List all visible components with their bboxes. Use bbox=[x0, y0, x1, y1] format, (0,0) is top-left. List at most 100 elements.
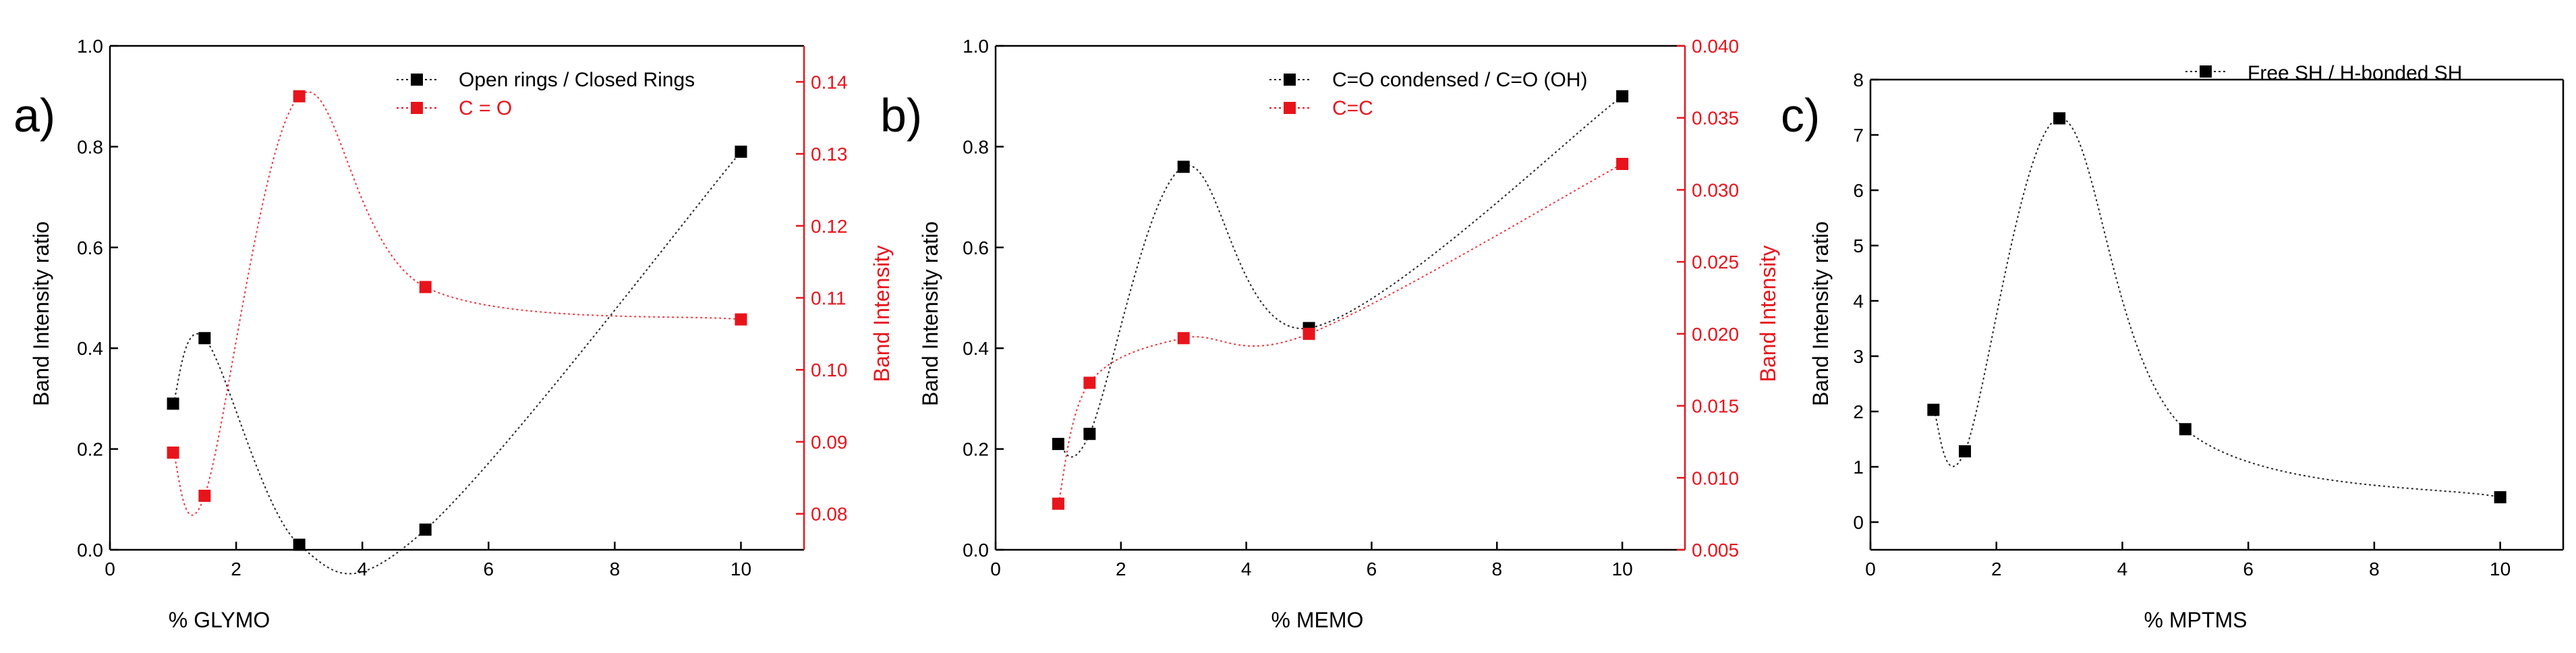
x-tick-label: 10 bbox=[2490, 559, 2511, 579]
y-tick-label: 4 bbox=[1853, 291, 1864, 312]
legend-label: Open rings / Closed Rings bbox=[459, 69, 695, 91]
y-tick-label: 1.0 bbox=[963, 36, 989, 57]
data-point bbox=[198, 489, 211, 502]
data-point bbox=[1616, 90, 1629, 103]
y2-tick-label: 0.08 bbox=[811, 504, 848, 525]
trend-line bbox=[172, 151, 742, 575]
y-tick-label: 0 bbox=[1853, 512, 1864, 533]
y2-tick-label: 0.14 bbox=[811, 72, 848, 92]
y2-tick-label: 0.040 bbox=[1692, 36, 1739, 57]
legend-marker bbox=[1284, 74, 1296, 86]
panel-b: b) % MEMO Band Intensity ratio Band Inte… bbox=[880, 36, 1780, 632]
y2-tick-label: 0.015 bbox=[1692, 396, 1739, 417]
data-point bbox=[419, 523, 432, 536]
data-point bbox=[1083, 376, 1096, 389]
y2-tick-label: 0.09 bbox=[811, 432, 848, 453]
legend-marker bbox=[1284, 102, 1296, 114]
x-tick-label: 0 bbox=[990, 559, 1001, 579]
data-point bbox=[167, 446, 179, 459]
x-tick-label: 2 bbox=[231, 559, 241, 579]
x-tick-label: 0 bbox=[1865, 559, 1876, 579]
y-tick-label: 6 bbox=[1853, 180, 1864, 201]
y-tick-label: 3 bbox=[1853, 346, 1864, 367]
legend-label: C=C bbox=[1332, 97, 1373, 119]
x-tick-label: 4 bbox=[357, 559, 368, 579]
x-tick-label: 10 bbox=[731, 559, 751, 579]
data-point bbox=[1052, 438, 1064, 451]
x-tick-label: 6 bbox=[1367, 559, 1377, 579]
panel-label: a) bbox=[13, 89, 55, 142]
y2-axis-title: Band Intensity bbox=[869, 246, 894, 382]
y2-axis-title: Band Intensity bbox=[1756, 246, 1780, 382]
legend-marker bbox=[2200, 65, 2212, 78]
x-tick-label: 4 bbox=[1241, 559, 1252, 579]
y-tick-label: 7 bbox=[1853, 125, 1864, 146]
data-point bbox=[735, 313, 747, 326]
trend-line bbox=[172, 91, 741, 516]
panel-label: c) bbox=[1781, 89, 1820, 142]
x-axis-title: % GLYMO bbox=[169, 608, 270, 632]
x-tick-label: 6 bbox=[2243, 559, 2254, 579]
y-axis-title: Band Intensity ratio bbox=[918, 221, 942, 406]
y-tick-label: 0.4 bbox=[77, 338, 103, 359]
y2-tick-label: 0.12 bbox=[811, 216, 848, 237]
data-point bbox=[2494, 491, 2507, 504]
data-point bbox=[419, 281, 432, 293]
y2-tick-label: 0.020 bbox=[1692, 324, 1739, 345]
y-tick-label: 0.6 bbox=[963, 237, 989, 258]
data-point bbox=[2179, 423, 2192, 436]
y2-tick-label: 0.030 bbox=[1692, 179, 1739, 200]
x-tick-label: 8 bbox=[1491, 559, 1502, 579]
data-point bbox=[198, 332, 211, 345]
data-point bbox=[1177, 161, 1190, 173]
x-tick-label: 6 bbox=[483, 559, 494, 579]
x-tick-label: 0 bbox=[105, 559, 115, 579]
data-point bbox=[1303, 327, 1315, 340]
y-tick-label: 1.0 bbox=[77, 36, 103, 57]
data-point bbox=[1052, 497, 1064, 510]
trend-line bbox=[1058, 95, 1623, 458]
panel-a: a) % GLYMO Band Intensity ratio Band Int… bbox=[13, 36, 894, 632]
y-tick-label: 8 bbox=[1853, 69, 1864, 90]
data-point bbox=[293, 90, 306, 103]
y2-tick-label: 0.13 bbox=[811, 144, 848, 165]
data-point bbox=[1616, 158, 1629, 171]
legend-marker bbox=[411, 74, 423, 86]
data-point bbox=[735, 145, 747, 158]
y-tick-label: 2 bbox=[1853, 401, 1864, 422]
data-point bbox=[167, 397, 179, 410]
y2-tick-label: 0.11 bbox=[811, 288, 846, 309]
x-axis-title: % MEMO bbox=[1271, 608, 1364, 632]
y2-tick-label: 0.10 bbox=[811, 360, 848, 380]
data-point bbox=[293, 538, 306, 551]
y-axis-title: Band Intensity ratio bbox=[1808, 221, 1833, 406]
y2-tick-label: 0.010 bbox=[1692, 467, 1739, 488]
y-tick-label: 0.4 bbox=[963, 338, 989, 359]
y-tick-label: 0.6 bbox=[77, 237, 103, 258]
y-axis-title: Band Intensity ratio bbox=[29, 221, 53, 406]
y-tick-label: 0.0 bbox=[963, 540, 989, 561]
y-tick-label: 0.8 bbox=[963, 136, 989, 157]
data-point bbox=[2053, 112, 2066, 125]
y-tick-label: 5 bbox=[1853, 235, 1864, 256]
y2-tick-label: 0.025 bbox=[1692, 252, 1739, 273]
data-point bbox=[1927, 403, 1940, 416]
legend-marker bbox=[411, 102, 423, 114]
data-point bbox=[1083, 428, 1096, 441]
y-tick-label: 0.8 bbox=[77, 136, 103, 157]
trend-line bbox=[1933, 117, 2500, 499]
trend-line bbox=[1057, 163, 1623, 504]
y-tick-label: 1 bbox=[1853, 457, 1864, 478]
legend-label: C=O condensed / C=O (OH) bbox=[1332, 69, 1588, 91]
x-tick-label: 8 bbox=[2369, 559, 2380, 579]
y-tick-label: 0.2 bbox=[77, 439, 103, 460]
panel-label: b) bbox=[880, 89, 922, 142]
x-tick-label: 8 bbox=[610, 559, 621, 579]
x-axis-title: % MPTMS bbox=[2144, 608, 2248, 632]
data-point bbox=[1177, 332, 1190, 345]
data-point bbox=[1959, 445, 1972, 458]
x-tick-label: 4 bbox=[2117, 559, 2128, 579]
y-tick-label: 0.2 bbox=[963, 439, 989, 460]
y-tick-label: 0.0 bbox=[77, 540, 103, 561]
